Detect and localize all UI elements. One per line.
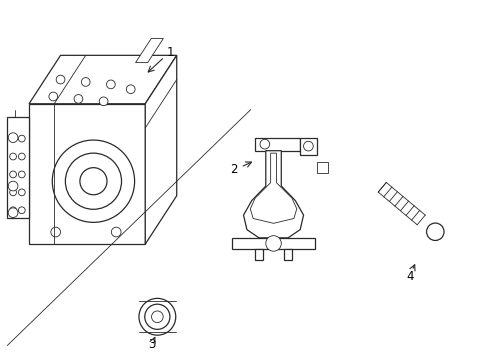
Circle shape bbox=[10, 171, 17, 178]
Circle shape bbox=[8, 208, 18, 217]
Polygon shape bbox=[145, 55, 176, 244]
Polygon shape bbox=[255, 138, 300, 151]
Circle shape bbox=[10, 207, 17, 213]
Circle shape bbox=[126, 85, 135, 94]
Circle shape bbox=[303, 141, 313, 151]
Circle shape bbox=[51, 227, 61, 237]
Polygon shape bbox=[283, 249, 292, 260]
Circle shape bbox=[106, 80, 115, 89]
Circle shape bbox=[19, 171, 25, 178]
Text: 2: 2 bbox=[230, 163, 237, 176]
Circle shape bbox=[80, 168, 107, 195]
Circle shape bbox=[19, 153, 25, 160]
Circle shape bbox=[19, 189, 25, 196]
Polygon shape bbox=[250, 153, 296, 223]
Circle shape bbox=[10, 153, 17, 160]
Circle shape bbox=[8, 133, 18, 143]
Circle shape bbox=[10, 135, 17, 142]
Circle shape bbox=[139, 298, 175, 335]
Circle shape bbox=[265, 236, 281, 251]
Polygon shape bbox=[7, 117, 29, 219]
Circle shape bbox=[56, 75, 65, 84]
Circle shape bbox=[49, 92, 58, 101]
Polygon shape bbox=[254, 249, 263, 260]
Circle shape bbox=[19, 207, 25, 213]
Circle shape bbox=[52, 140, 134, 222]
Circle shape bbox=[81, 78, 90, 86]
Circle shape bbox=[74, 95, 82, 103]
Circle shape bbox=[151, 311, 163, 323]
Polygon shape bbox=[29, 104, 145, 244]
Circle shape bbox=[10, 189, 17, 196]
Circle shape bbox=[99, 97, 108, 106]
Circle shape bbox=[19, 135, 25, 142]
Polygon shape bbox=[243, 151, 303, 238]
Circle shape bbox=[8, 181, 18, 191]
Circle shape bbox=[260, 139, 269, 149]
Polygon shape bbox=[135, 39, 163, 63]
Polygon shape bbox=[300, 138, 317, 154]
Text: 3: 3 bbox=[147, 338, 155, 351]
Polygon shape bbox=[232, 238, 314, 249]
Circle shape bbox=[65, 153, 122, 209]
Circle shape bbox=[111, 227, 121, 237]
Polygon shape bbox=[29, 55, 176, 104]
Text: 1: 1 bbox=[167, 46, 174, 59]
Circle shape bbox=[144, 304, 170, 329]
Circle shape bbox=[426, 223, 443, 240]
Text: 4: 4 bbox=[406, 270, 413, 283]
Polygon shape bbox=[317, 162, 327, 173]
